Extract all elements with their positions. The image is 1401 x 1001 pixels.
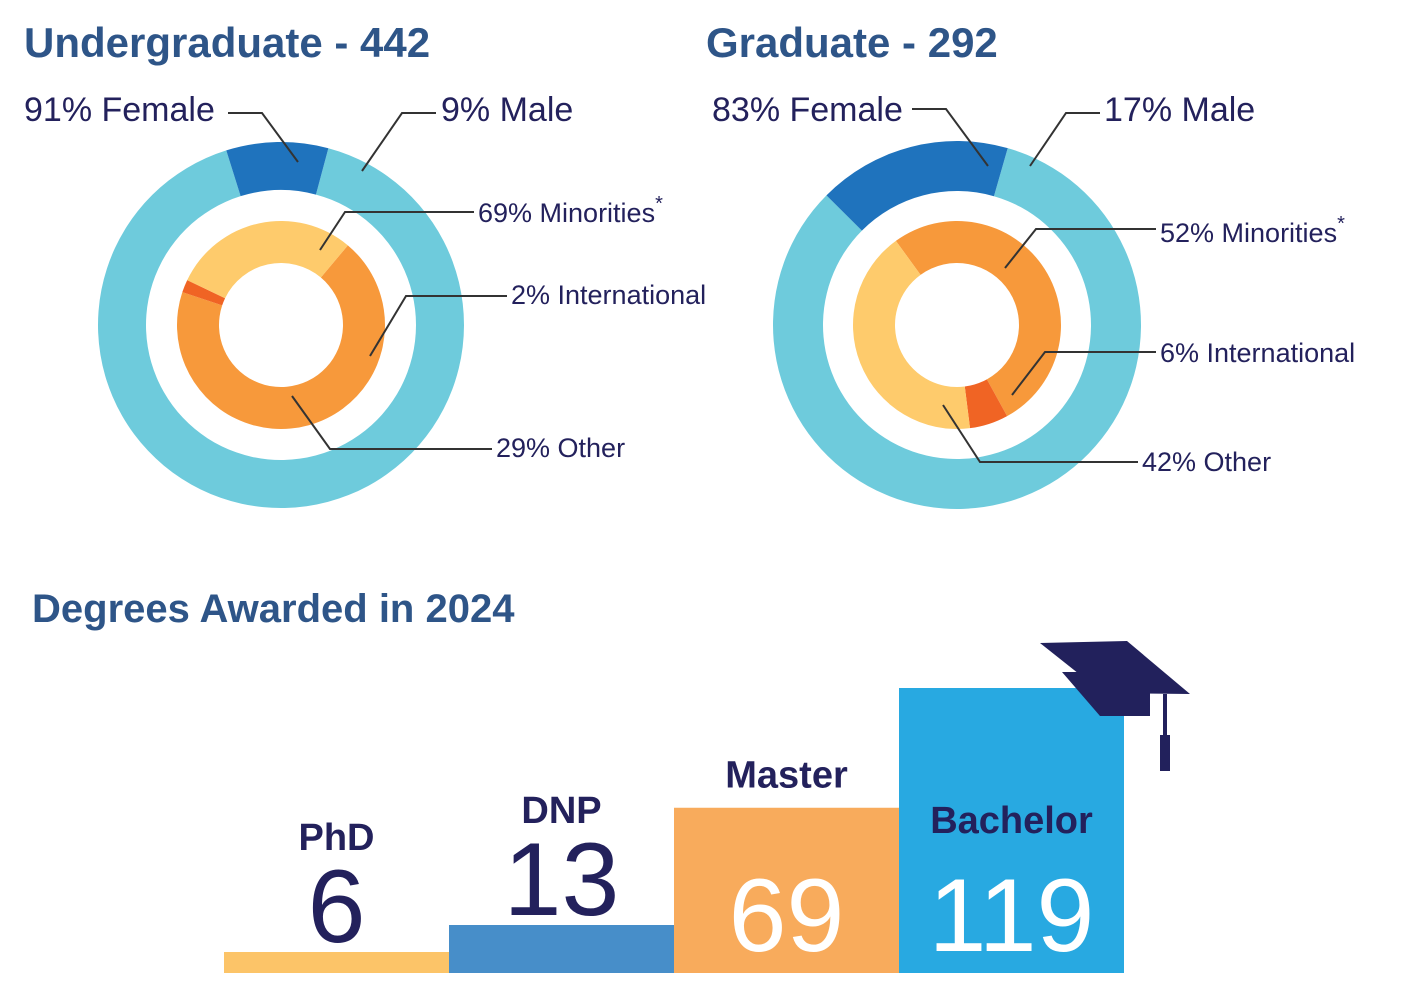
inner-slice-minorities xyxy=(895,220,1062,417)
chart-title: Graduate - 292 xyxy=(706,19,998,66)
bar-label: PhD xyxy=(299,817,375,859)
slice-label: 9% Male xyxy=(441,91,573,129)
bar-dnp xyxy=(449,925,674,973)
donut-chart-0: Undergraduate - 442 91% Female 9% Male 69% … xyxy=(24,19,706,508)
slice-label: 29% Other xyxy=(496,433,625,463)
cap-base xyxy=(1062,672,1150,716)
inner-slice-other xyxy=(187,220,348,299)
bar-value: 6 xyxy=(308,849,366,965)
outer-slice-male xyxy=(826,140,1008,231)
graduation-cap-icon xyxy=(1040,641,1190,771)
leader-line xyxy=(228,112,299,163)
slice-label: 69% Minorities* xyxy=(478,193,663,228)
leader-line xyxy=(912,108,989,167)
chart-title: Degrees Awarded in 2024 xyxy=(32,587,515,631)
bar-label: Master xyxy=(725,755,848,797)
inner-slice-international xyxy=(182,280,226,306)
donut-chart-1: Graduate - 292 83% Female 17% Male 52% Mino… xyxy=(706,19,1355,509)
inner-slice-minorities xyxy=(176,245,385,429)
bar-label: Bachelor xyxy=(930,800,1093,842)
bar-value: 119 xyxy=(929,858,1095,974)
outer-slice-female xyxy=(97,148,464,508)
bar-bachelor xyxy=(899,688,1124,973)
cap-board xyxy=(1040,641,1190,694)
leader-line xyxy=(369,295,507,357)
leader-line xyxy=(291,395,492,450)
bar-phd xyxy=(224,952,449,973)
footnote-asterisk: * xyxy=(655,193,663,215)
outer-slice-female xyxy=(773,148,1142,509)
cap-tassel xyxy=(1160,735,1170,771)
chart-title: Undergraduate - 442 xyxy=(24,19,430,66)
outer-slice-male xyxy=(226,142,329,197)
slice-label: 83% Female xyxy=(712,91,903,129)
inner-slice-other xyxy=(853,240,971,429)
leader-line xyxy=(1004,228,1156,269)
slice-label: 91% Female xyxy=(24,91,215,129)
leader-line xyxy=(1029,112,1100,167)
footnote-asterisk: * xyxy=(1337,213,1345,235)
inner-slice-international xyxy=(964,379,1008,429)
bar-master xyxy=(674,807,899,973)
slice-label: 42% Other xyxy=(1142,447,1271,477)
slice-label: 6% International xyxy=(1160,338,1355,368)
bar-value: 69 xyxy=(729,858,845,974)
slice-label: 17% Male xyxy=(1104,91,1255,129)
leader-line xyxy=(319,211,474,251)
bar-value: 13 xyxy=(504,822,620,938)
leader-line xyxy=(1011,351,1156,396)
slice-label: 2% International xyxy=(511,280,706,310)
leader-line xyxy=(361,112,436,172)
bar-label: DNP xyxy=(521,790,601,832)
leader-line xyxy=(942,404,1138,463)
slice-label: 52% Minorities* xyxy=(1160,213,1345,248)
